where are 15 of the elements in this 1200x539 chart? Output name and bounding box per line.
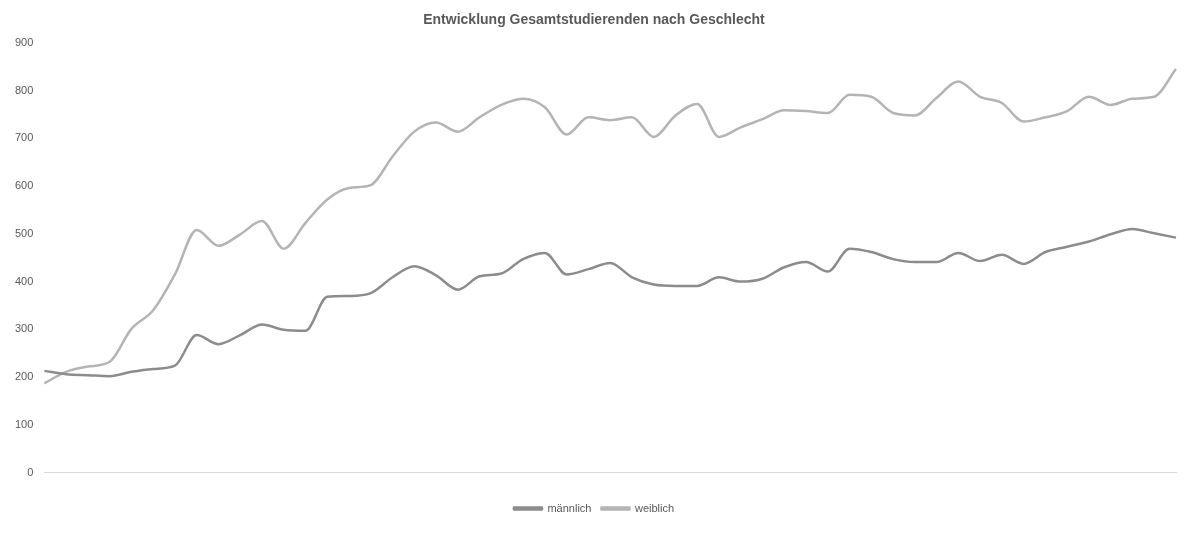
y-tick-label: 900 [14, 35, 34, 48]
y-tick-label: 500 [14, 226, 34, 239]
line-series [43, 67, 1178, 385]
legend-label: männlich [547, 501, 592, 514]
y-tick-label: 300 [14, 322, 34, 335]
line-series [43, 227, 1178, 378]
chart-title: Entwicklung Gesamtstudierenden nach Geschlecht [423, 11, 766, 28]
y-tick-label: 600 [14, 179, 34, 192]
y-tick-label: 0 [27, 465, 34, 478]
y-tick-label: 800 [14, 83, 34, 96]
legend-label: weiblich [633, 501, 675, 514]
y-tick-label: 400 [14, 274, 34, 287]
y-tick-label: 200 [14, 370, 34, 383]
y-tick-label: 700 [14, 131, 34, 144]
y-tick-label: 100 [14, 417, 34, 430]
